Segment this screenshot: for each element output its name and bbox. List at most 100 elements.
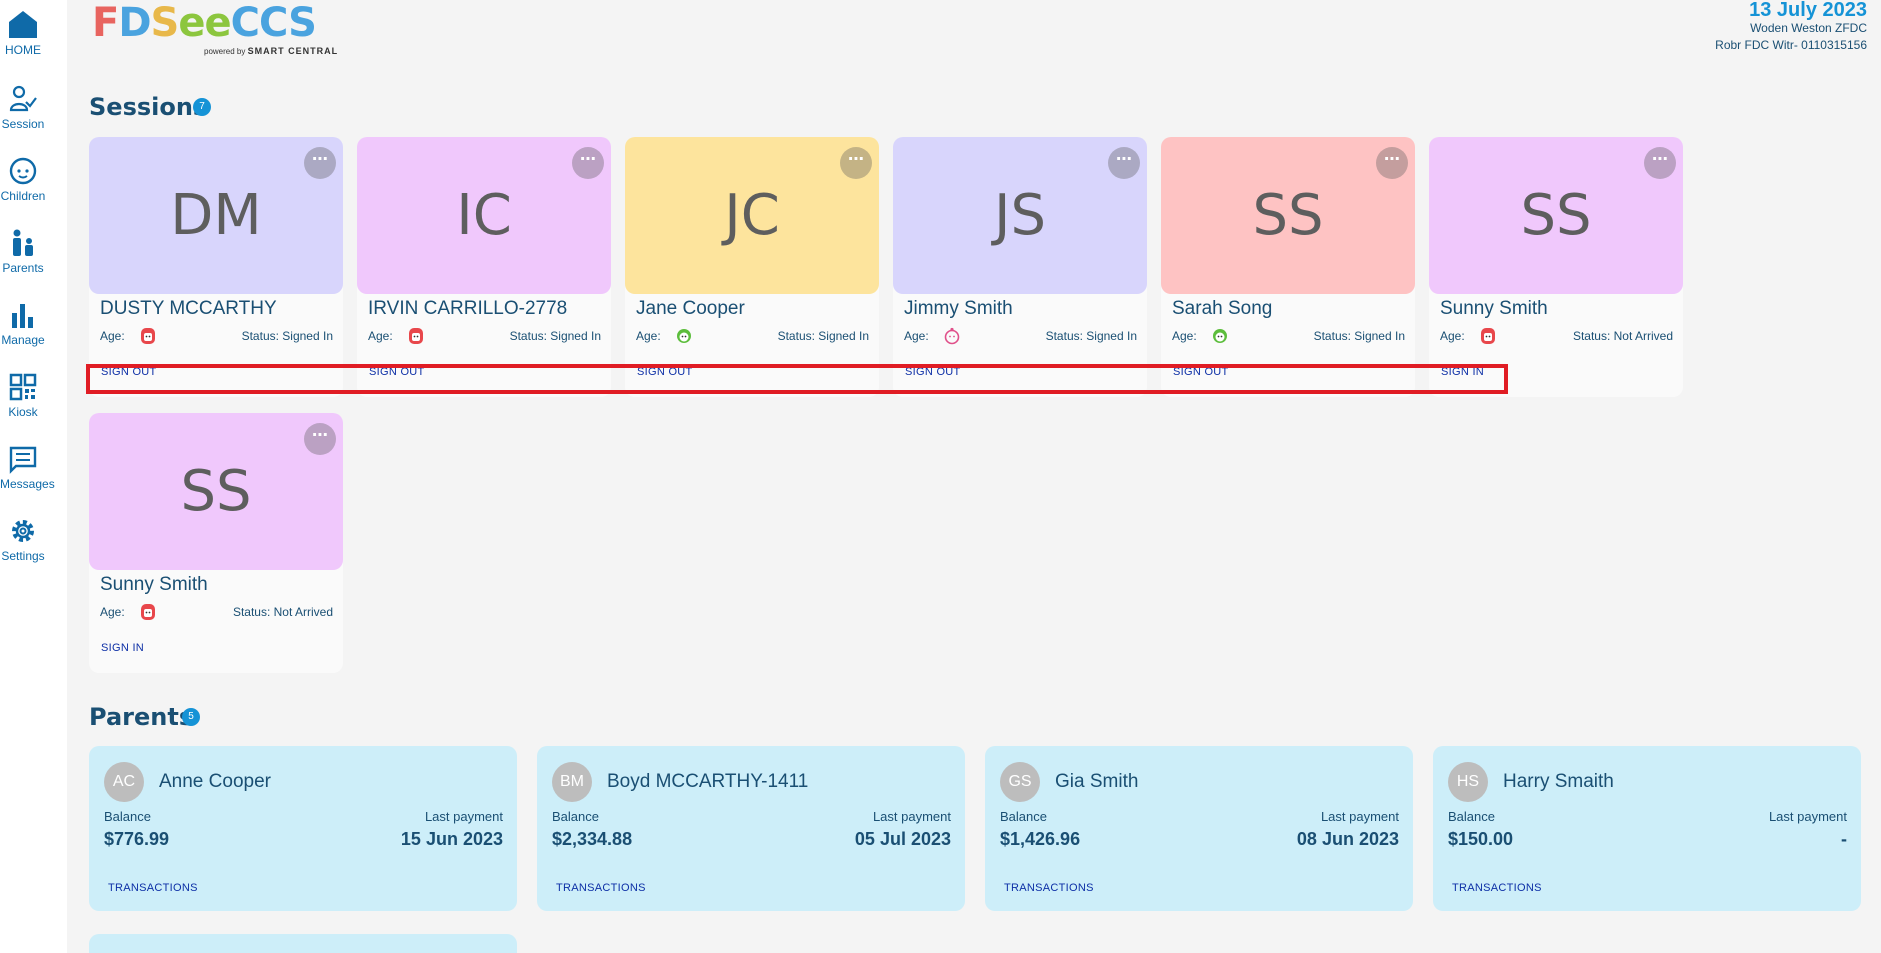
- nav-session[interactable]: Session: [0, 84, 46, 131]
- nav-children[interactable]: Children: [0, 156, 46, 203]
- parent-avatar: GS: [1000, 762, 1040, 802]
- balance-label: Balance: [552, 809, 599, 824]
- sessions-count-badge: 7: [193, 98, 211, 116]
- last-payment-value: 05 Jul 2023: [854, 829, 951, 849]
- transactions-button[interactable]: TRANSACTIONS: [556, 882, 646, 894]
- age-label: Age:: [904, 329, 929, 343]
- parent-avatar: AC: [104, 762, 144, 802]
- last-payment-value: -: [1841, 829, 1847, 849]
- parent-card[interactable]: AC Anne Cooper Balance Last payment $776.99 1…: [89, 746, 517, 911]
- status-text: Status: Not Arrived: [232, 605, 333, 619]
- session-initials: DM: [170, 183, 262, 248]
- more-options-button[interactable]: ⋯: [304, 423, 336, 455]
- header-date: 13 July 2023: [1749, 0, 1867, 21]
- balance-value: $776.99: [104, 829, 170, 849]
- nav-messages[interactable]: Messages: [0, 444, 55, 491]
- sign-out-button[interactable]: SIGN OUT: [1173, 366, 1229, 378]
- session-avatar-tile[interactable]: SS ⋯: [89, 413, 343, 570]
- nav-settings[interactable]: Settings: [0, 516, 46, 563]
- session-card[interactable]: IC ⋯ IRVIN CARRILLO-2778 Age: Status: Signed…: [357, 137, 611, 397]
- session-card[interactable]: JS ⋯ Jimmy Smith Age: Status: Signed In SIGN …: [893, 137, 1147, 397]
- status-text: Status: Not Arrived: [1572, 329, 1673, 343]
- app-logo: FDSeeCCS powered by SMART CENTRAL: [92, 0, 337, 60]
- message-icon: [9, 446, 37, 474]
- age-field: Age:: [636, 329, 691, 343]
- transactions-button[interactable]: TRANSACTIONS: [108, 882, 198, 894]
- more-options-button[interactable]: ⋯: [1376, 147, 1408, 179]
- child-name[interactable]: Sunny Smith: [1440, 298, 1548, 319]
- status-text: Status: Signed In: [1313, 329, 1405, 343]
- sign-out-button[interactable]: SIGN OUT: [905, 366, 961, 378]
- sign-out-button[interactable]: SIGN OUT: [369, 366, 425, 378]
- session-initials: SS: [1520, 183, 1592, 248]
- sign-in-button[interactable]: SIGN IN: [1441, 366, 1485, 378]
- status-text: Status: Signed In: [1045, 329, 1137, 343]
- session-avatar-tile[interactable]: SS ⋯: [1161, 137, 1415, 294]
- more-options-button[interactable]: ⋯: [572, 147, 604, 179]
- session-card[interactable]: DM ⋯ DUSTY MCCARTHY Age: Status: Signed In SI…: [89, 137, 343, 397]
- session-avatar-tile[interactable]: SS ⋯: [1429, 137, 1683, 294]
- session-avatar-tile[interactable]: JS ⋯: [893, 137, 1147, 294]
- session-initials: JS: [993, 183, 1047, 248]
- age-field: Age:: [1440, 328, 1495, 344]
- red-child-icon: [140, 603, 156, 621]
- parent-card-partial[interactable]: [89, 934, 517, 953]
- age-field: Age:: [100, 328, 155, 344]
- session-avatar-tile[interactable]: JC ⋯: [625, 137, 879, 294]
- parent-card[interactable]: GS Gia Smith Balance Last payment $1,426.96 0…: [985, 746, 1413, 911]
- nav-manage[interactable]: Manage: [0, 300, 46, 347]
- more-options-button[interactable]: ⋯: [304, 147, 336, 179]
- nav-home[interactable]: HOME: [0, 8, 46, 57]
- session-card[interactable]: SS ⋯ Sarah Song Age: Status: Signed In SIGN O…: [1161, 137, 1415, 397]
- status-text: Status: Signed In: [777, 329, 869, 343]
- age-field: Age:: [100, 604, 155, 620]
- last-payment-label: Last payment: [1320, 809, 1399, 824]
- parent-card[interactable]: HS Harry Smaith Balance Last payment $150.00…: [1433, 746, 1861, 911]
- child-face-icon: [9, 157, 37, 185]
- parent-name[interactable]: Anne Cooper: [159, 771, 271, 792]
- last-payment-value: 08 Jun 2023: [1296, 829, 1399, 849]
- gear-icon: [12, 520, 34, 542]
- nav-kiosk[interactable]: Kiosk: [0, 372, 46, 419]
- more-options-button[interactable]: ⋯: [1644, 147, 1676, 179]
- more-options-button[interactable]: ⋯: [840, 147, 872, 179]
- red-child-icon: [1480, 327, 1496, 345]
- parent-avatar: HS: [1448, 762, 1488, 802]
- parent-card[interactable]: BM Boyd MCCARTHY-1411 Balance Last payment $…: [537, 746, 965, 911]
- age-field: Age:: [904, 327, 960, 345]
- balance-value: $150.00: [1448, 829, 1514, 849]
- child-name[interactable]: IRVIN CARRILLO-2778: [368, 298, 568, 319]
- sign-out-button[interactable]: SIGN OUT: [637, 366, 693, 378]
- logo-wordmark: FDSeeCCS: [92, 0, 317, 46]
- parent-name[interactable]: Gia Smith: [1055, 771, 1139, 792]
- session-card[interactable]: JC ⋯ Jane Cooper Age: Status: Signed In SIGN …: [625, 137, 879, 397]
- bar-chart-icon: [12, 304, 33, 328]
- session-avatar-tile[interactable]: DM ⋯: [89, 137, 343, 294]
- balance-value: $1,426.96: [1000, 829, 1081, 849]
- header-info: 13 July 2023 Woden Weston ZFDC Robr FDC …: [1715, 0, 1867, 54]
- session-avatar-tile[interactable]: IC ⋯: [357, 137, 611, 294]
- home-icon: [9, 11, 37, 38]
- sign-in-button[interactable]: SIGN IN: [101, 642, 145, 654]
- session-initials: JC: [724, 183, 780, 248]
- balance-value: $2,334.88: [552, 829, 633, 849]
- status-text: Status: Signed In: [241, 329, 333, 343]
- parent-name[interactable]: Boyd MCCARTHY-1411: [607, 771, 809, 792]
- more-options-button[interactable]: ⋯: [1108, 147, 1140, 179]
- child-name[interactable]: Jane Cooper: [636, 298, 745, 319]
- session-card[interactable]: SS ⋯ Sunny Smith Age: Status: Not Arrived SIG…: [89, 413, 343, 673]
- session-card[interactable]: SS ⋯ Sunny Smith Age: Status: Not Arrived SIG…: [1429, 137, 1683, 397]
- sign-out-button[interactable]: SIGN OUT: [101, 366, 157, 378]
- logo-powered-by: powered by SMART CENTRAL: [204, 46, 339, 56]
- parent-name[interactable]: Harry Smaith: [1503, 771, 1614, 792]
- transactions-button[interactable]: TRANSACTIONS: [1004, 882, 1094, 894]
- age-label: Age:: [100, 605, 125, 619]
- nav-parents[interactable]: Parents: [0, 228, 46, 275]
- last-payment-label: Last payment: [1768, 809, 1847, 824]
- child-name[interactable]: Sarah Song: [1172, 298, 1273, 319]
- child-name[interactable]: Jimmy Smith: [904, 298, 1013, 319]
- transactions-button[interactable]: TRANSACTIONS: [1452, 882, 1542, 894]
- child-name[interactable]: Sunny Smith: [100, 574, 208, 595]
- child-name[interactable]: DUSTY MCCARTHY: [100, 298, 277, 319]
- pink-baby-icon: [944, 327, 960, 345]
